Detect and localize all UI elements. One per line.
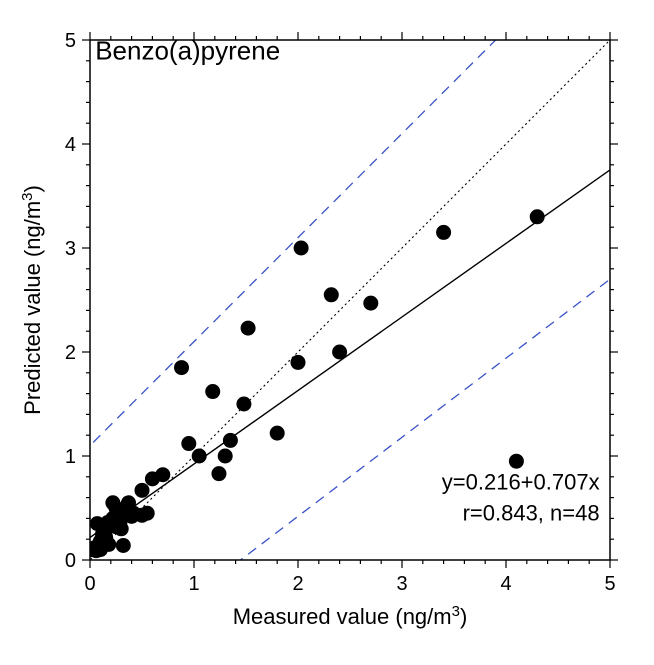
x-tick-label: 2 bbox=[292, 573, 303, 595]
data-point bbox=[218, 449, 233, 464]
x-tick-label: 4 bbox=[500, 573, 511, 595]
stats-annotation: r=0.843, n=48 bbox=[463, 500, 600, 525]
x-axis-label: Measured value (ng/m3) bbox=[233, 603, 468, 630]
chart-title: Benzo(a)pyrene bbox=[95, 35, 280, 65]
data-point bbox=[116, 538, 131, 553]
data-point bbox=[291, 355, 306, 370]
data-point bbox=[324, 287, 339, 302]
x-tick-label: 5 bbox=[604, 573, 615, 595]
x-tick-label: 3 bbox=[396, 573, 407, 595]
data-point bbox=[205, 384, 220, 399]
data-point bbox=[211, 466, 226, 481]
data-point bbox=[332, 345, 347, 360]
data-point bbox=[223, 433, 238, 448]
data-point bbox=[530, 209, 545, 224]
data-point bbox=[436, 225, 451, 240]
y-tick-label: 1 bbox=[65, 446, 76, 468]
equation-annotation: y=0.216+0.707x bbox=[442, 469, 600, 494]
y-tick-label: 2 bbox=[65, 342, 76, 364]
data-point bbox=[363, 296, 378, 311]
data-point bbox=[181, 436, 196, 451]
scatter-chart: 0 1 2 3 4 5 0 1 2 3 4 5 Measured value (ng/m3) Predic… bbox=[0, 0, 654, 665]
data-point bbox=[294, 241, 309, 256]
data-point bbox=[135, 483, 150, 498]
data-point bbox=[174, 360, 189, 375]
data-point bbox=[241, 321, 256, 336]
data-point bbox=[155, 467, 170, 482]
y-tick-label: 5 bbox=[65, 30, 76, 52]
data-point bbox=[140, 506, 155, 521]
data-point bbox=[192, 449, 207, 464]
data-point bbox=[114, 521, 129, 536]
x-tick-label: 0 bbox=[84, 573, 95, 595]
y-axis-label: Predicted value (ng/m3) bbox=[19, 185, 46, 415]
y-tick-label: 0 bbox=[65, 550, 76, 572]
y-tick-label: 3 bbox=[65, 238, 76, 260]
data-point bbox=[101, 537, 116, 552]
data-point bbox=[236, 397, 251, 412]
x-tick-label: 1 bbox=[188, 573, 199, 595]
data-point bbox=[509, 454, 524, 469]
y-tick-label: 4 bbox=[65, 134, 76, 156]
data-point bbox=[270, 426, 285, 441]
